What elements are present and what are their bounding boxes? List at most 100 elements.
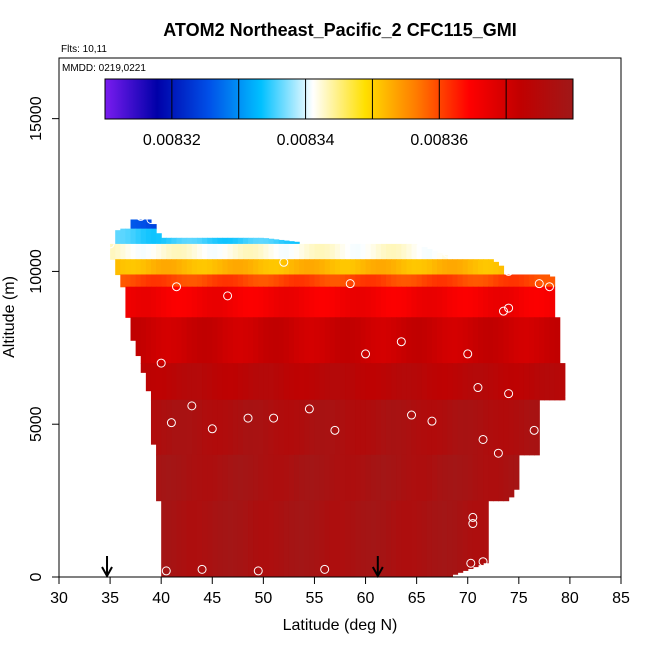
data-cell bbox=[452, 363, 459, 401]
data-cell bbox=[401, 363, 408, 401]
data-cell bbox=[365, 317, 372, 364]
data-cell bbox=[268, 317, 275, 364]
data-cell bbox=[202, 500, 208, 577]
data-cell bbox=[263, 454, 270, 502]
data-cell bbox=[227, 274, 234, 288]
data-cell bbox=[483, 399, 489, 456]
data-cell bbox=[130, 274, 137, 288]
data-cell bbox=[529, 399, 535, 456]
data-cell bbox=[324, 259, 331, 276]
data-cell bbox=[375, 317, 382, 364]
data-cell bbox=[513, 274, 520, 288]
data-cell bbox=[375, 286, 382, 318]
data-cell bbox=[437, 399, 443, 456]
data-cell bbox=[421, 317, 428, 364]
data-cell bbox=[483, 259, 489, 276]
data-cell bbox=[416, 259, 423, 276]
data-cell bbox=[130, 286, 137, 318]
data-cell bbox=[437, 286, 443, 318]
data-cell bbox=[125, 228, 132, 245]
data-cell bbox=[253, 500, 259, 577]
data-cell bbox=[217, 363, 224, 401]
sample-point bbox=[243, 413, 253, 423]
data-cell bbox=[340, 286, 346, 318]
data-cell bbox=[426, 399, 433, 456]
x-tick-label: 40 bbox=[152, 590, 170, 607]
data-cell bbox=[191, 317, 198, 364]
data-cell bbox=[253, 243, 259, 260]
data-cell bbox=[161, 259, 167, 276]
data-cell bbox=[242, 399, 249, 456]
x-tick-label: 35 bbox=[101, 590, 119, 607]
data-cell bbox=[150, 243, 157, 260]
data-cell bbox=[391, 286, 397, 318]
data-cell bbox=[248, 454, 254, 502]
data-cell bbox=[212, 237, 218, 245]
data-cell bbox=[406, 363, 413, 401]
data-cell bbox=[457, 259, 464, 276]
data-cell bbox=[171, 454, 178, 502]
data-cell bbox=[278, 363, 285, 401]
data-cell bbox=[472, 363, 479, 401]
data-cell bbox=[125, 243, 132, 260]
data-cell bbox=[237, 286, 244, 318]
sample-point bbox=[504, 266, 514, 276]
data-cell bbox=[549, 363, 556, 401]
data-cell bbox=[212, 274, 218, 288]
data-cell bbox=[416, 454, 423, 502]
sample-point bbox=[304, 404, 314, 414]
data-cell bbox=[426, 500, 433, 577]
data-cell bbox=[253, 363, 259, 401]
data-cell bbox=[268, 363, 275, 401]
data-cell bbox=[488, 259, 494, 276]
data-cell bbox=[477, 500, 484, 566]
data-cell bbox=[166, 500, 172, 577]
data-cell bbox=[329, 286, 336, 318]
data-cell bbox=[508, 274, 515, 288]
data-cell bbox=[324, 274, 331, 288]
data-cell bbox=[288, 500, 295, 577]
data-cell bbox=[166, 317, 172, 364]
data-cell bbox=[135, 219, 142, 230]
data-cell bbox=[222, 286, 229, 318]
data-cell bbox=[462, 274, 469, 288]
data-cell bbox=[202, 317, 208, 364]
data-cell bbox=[135, 274, 142, 288]
data-cell bbox=[391, 454, 397, 502]
data-cell bbox=[171, 317, 178, 364]
data-cell bbox=[253, 317, 259, 364]
data-cell bbox=[360, 274, 367, 288]
data-cell bbox=[217, 243, 224, 260]
data-cell bbox=[534, 363, 540, 401]
data-cell bbox=[411, 286, 418, 318]
data-cell bbox=[488, 286, 494, 318]
data-cell bbox=[258, 243, 264, 260]
data-cell bbox=[242, 363, 249, 401]
data-cell bbox=[181, 286, 188, 318]
data-cell bbox=[222, 500, 229, 577]
data-cell bbox=[355, 399, 362, 456]
data-cell bbox=[401, 317, 408, 364]
data-cell bbox=[396, 363, 402, 401]
data-cell bbox=[457, 286, 464, 318]
data-cell bbox=[166, 363, 172, 401]
data-cell bbox=[554, 317, 561, 364]
data-cell bbox=[452, 259, 459, 276]
sample-point bbox=[466, 558, 476, 568]
data-cell bbox=[314, 454, 321, 502]
data-cell bbox=[360, 363, 367, 401]
data-cell bbox=[304, 363, 310, 401]
data-cell bbox=[437, 454, 443, 502]
data-cell bbox=[176, 274, 183, 288]
data-cell bbox=[370, 317, 377, 364]
x-tick-label: 85 bbox=[612, 590, 630, 607]
data-cell bbox=[288, 259, 295, 276]
data-cell bbox=[488, 363, 494, 401]
data-cell bbox=[222, 363, 229, 401]
data-cell bbox=[426, 317, 433, 364]
data-cell bbox=[309, 286, 316, 318]
data-cell bbox=[391, 363, 397, 401]
data-cell bbox=[140, 363, 147, 373]
y-tick-label: 0 bbox=[28, 572, 45, 581]
data-cell bbox=[406, 243, 413, 260]
